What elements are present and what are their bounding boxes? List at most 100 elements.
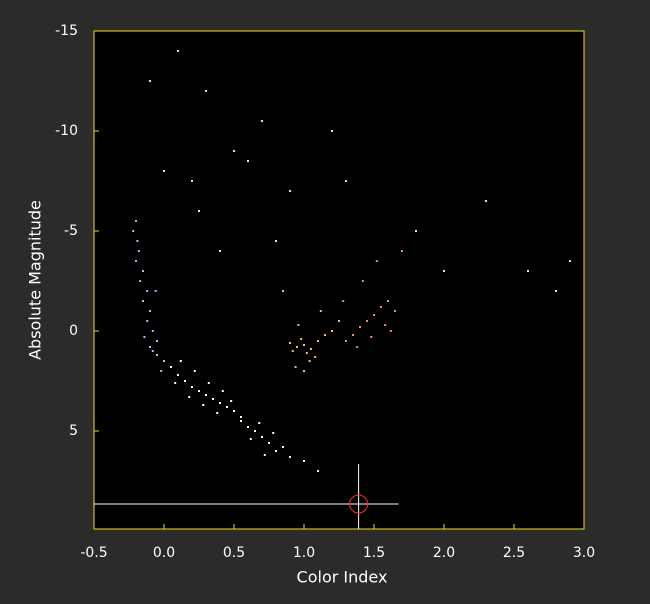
star-point <box>151 330 154 332</box>
star-point <box>291 350 294 352</box>
star-point <box>263 454 266 456</box>
star-point <box>555 290 557 292</box>
star-point <box>193 370 196 372</box>
star-point <box>297 324 300 326</box>
star-point <box>268 442 270 444</box>
star-point <box>184 380 186 382</box>
star-point <box>151 350 154 352</box>
x-tick-label: 0.5 <box>223 545 245 561</box>
star-point <box>177 50 179 52</box>
star-point <box>387 300 389 302</box>
star-point <box>137 250 140 252</box>
star-point <box>352 334 354 336</box>
star-point <box>338 320 340 322</box>
star-point <box>149 346 151 348</box>
star-point <box>303 460 305 462</box>
star-point <box>188 396 191 398</box>
star-point <box>230 400 233 402</box>
x-tick-label: 3.0 <box>573 545 595 561</box>
y-tick-label: -10 <box>55 123 78 139</box>
star-point <box>261 436 263 438</box>
star-point <box>233 410 235 412</box>
star-point <box>149 80 151 82</box>
star-point <box>342 300 345 302</box>
star-point <box>275 450 277 452</box>
star-point <box>226 406 228 408</box>
star-point <box>373 314 375 316</box>
star-point <box>254 430 256 432</box>
star-point <box>207 382 210 384</box>
x-tick-label: 0.0 <box>153 545 175 561</box>
star-point <box>569 260 571 262</box>
star-point <box>179 360 182 362</box>
star-point <box>317 340 319 342</box>
star-point <box>156 340 158 342</box>
star-point <box>216 412 219 414</box>
star-point <box>314 356 317 358</box>
y-tick-label: 0 <box>69 323 78 339</box>
x-axis-label: Color Index <box>297 568 388 587</box>
star-point <box>319 310 322 312</box>
star-point <box>219 402 221 404</box>
star-point <box>375 260 378 262</box>
x-tick-label: 2.5 <box>503 545 525 561</box>
star-point <box>317 470 319 472</box>
star-point <box>282 290 284 292</box>
y-tick-label: -5 <box>64 223 78 239</box>
star-point <box>345 340 347 342</box>
star-point <box>527 270 529 272</box>
star-point <box>345 180 347 182</box>
star-point <box>366 320 368 322</box>
star-point <box>282 446 284 448</box>
star-point <box>163 360 165 362</box>
star-point <box>249 438 252 440</box>
star-point <box>389 330 392 332</box>
star-point <box>146 290 149 292</box>
star-point <box>233 150 235 152</box>
star-point <box>331 330 333 332</box>
y-tick-label: 5 <box>69 423 78 439</box>
star-point <box>247 426 249 428</box>
star-point <box>443 270 445 272</box>
star-point <box>136 240 139 242</box>
star-point <box>258 422 261 424</box>
star-point <box>359 326 361 328</box>
star-point <box>240 416 242 418</box>
star-point <box>401 250 403 252</box>
star-point <box>384 324 387 326</box>
star-point <box>356 346 359 348</box>
star-point <box>205 90 207 92</box>
star-point <box>219 250 221 252</box>
x-tick-label: 1.0 <box>293 545 315 561</box>
star-point <box>247 160 249 162</box>
star-point <box>177 374 179 376</box>
star-point <box>331 130 333 132</box>
star-point <box>142 300 144 302</box>
plot-frame <box>93 30 585 530</box>
star-point <box>198 390 200 392</box>
star-point <box>296 346 298 348</box>
star-point <box>294 366 297 368</box>
star-point <box>303 370 305 372</box>
star-point <box>143 336 146 338</box>
star-point <box>146 320 149 322</box>
star-point <box>240 420 242 422</box>
star-point <box>272 432 275 434</box>
star-point <box>261 120 263 122</box>
star-point <box>308 360 311 362</box>
star-point <box>361 280 364 282</box>
star-point <box>191 180 193 182</box>
cursor-circle <box>349 494 369 514</box>
star-point <box>154 290 157 292</box>
star-point <box>149 310 151 312</box>
star-point <box>303 344 305 346</box>
star-point <box>300 338 303 340</box>
star-point <box>212 398 214 400</box>
star-point <box>394 310 396 312</box>
star-point <box>205 394 207 396</box>
x-tick-label: 2.0 <box>433 545 455 561</box>
star-point <box>305 352 308 354</box>
star-point <box>221 390 224 392</box>
star-point <box>324 334 326 336</box>
